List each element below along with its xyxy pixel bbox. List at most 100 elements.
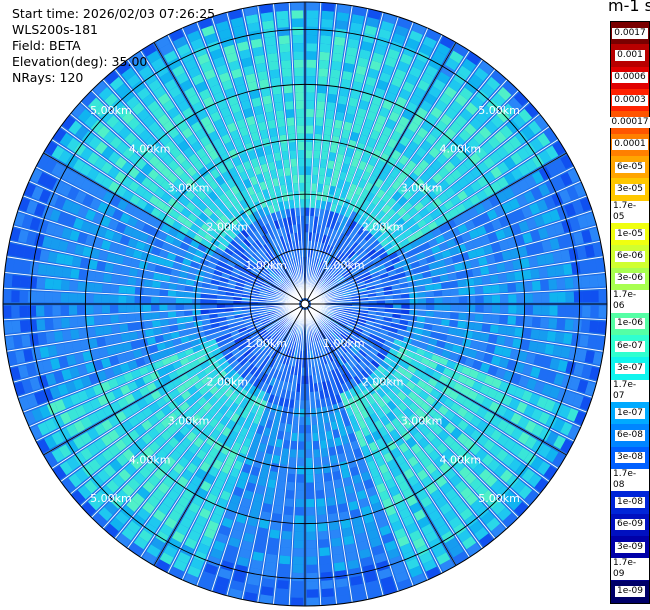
ray-gate-cell	[213, 197, 223, 208]
ray-gate-cell	[402, 264, 413, 271]
ray-gate-cell	[318, 233, 324, 243]
ray-gate-cell	[310, 400, 316, 409]
ray-gate-cell	[335, 20, 348, 30]
ray-gate-cell	[428, 509, 442, 522]
ray-gate-cell	[426, 190, 437, 202]
ray-gate-cell	[245, 402, 254, 412]
ray-gate-cell	[493, 130, 507, 144]
ray-gate-cell	[370, 467, 380, 479]
ray-gate-cell	[340, 318, 349, 323]
ray-gate-cell	[278, 35, 290, 45]
ray-gate-cell	[310, 207, 315, 217]
ray-gate-cell	[323, 286, 331, 292]
ray-gate-cell	[345, 218, 353, 228]
ray-gate-cell	[165, 381, 176, 392]
ray-gate-cell	[150, 141, 163, 154]
ray-gate-cell	[361, 505, 372, 516]
ray-gate-cell	[215, 422, 225, 433]
ray-gate-cell	[317, 514, 327, 524]
ray-gate-cell	[435, 475, 448, 488]
ray-gate-cell	[245, 14, 259, 25]
ray-gate-cell	[331, 284, 340, 290]
ray-gate-cell	[332, 195, 340, 205]
ray-gate-cell	[421, 475, 434, 488]
ray-gate-cell	[114, 171, 127, 184]
ray-gate-cell	[376, 210, 386, 220]
ray-gate-cell	[458, 304, 468, 312]
ray-gate-cell	[328, 513, 339, 523]
ray-gate-cell	[531, 170, 544, 185]
ray-gate-cell	[321, 588, 334, 598]
ray-gate-cell	[322, 464, 331, 474]
ray-gate-cell	[196, 269, 206, 277]
ray-gate-cell	[218, 28, 232, 40]
ray-gate-cell	[217, 357, 227, 365]
ray-gate-cell	[348, 397, 356, 407]
ray-gate-cell	[100, 485, 114, 499]
ray-gate-cell	[351, 193, 360, 204]
ray-gate-cell	[160, 166, 172, 179]
ray-gate-cell	[182, 342, 192, 350]
ray-gate-cell	[467, 207, 479, 219]
ray-gate-cell	[283, 514, 293, 524]
ray-gate-cell	[273, 333, 281, 341]
ray-gate-cell	[39, 189, 51, 203]
ray-gate-cell	[427, 220, 438, 231]
ray-gate-cell	[502, 103, 516, 118]
ray-gate-cell	[438, 417, 450, 429]
ray-gate-cell	[106, 345, 117, 356]
ray-gate-cell	[321, 318, 329, 325]
ray-gate-cell	[219, 325, 229, 331]
ray-gate-cell	[397, 207, 407, 217]
ray-gate-cell	[262, 254, 270, 263]
ray-gate-cell	[391, 76, 404, 88]
ray-gate-cell	[241, 294, 251, 298]
ray-gate-cell	[461, 232, 472, 242]
ray-gate-cell	[190, 240, 200, 249]
ray-gate-cell	[447, 141, 460, 154]
ray-gate-cell	[44, 452, 58, 467]
ray-gate-cell	[436, 43, 451, 56]
ray-gate-cell	[148, 155, 161, 167]
ray-gate-cell	[327, 228, 334, 237]
ray-gate-cell	[397, 412, 408, 424]
ray-gate-cell	[153, 327, 163, 336]
ray-gate-cell	[124, 463, 137, 476]
ray-gate-cell	[185, 190, 196, 201]
ray-gate-cell	[443, 397, 455, 409]
ray-gate-cell	[367, 395, 376, 406]
ray-gate-cell	[336, 263, 344, 271]
ray-gate-cell	[324, 372, 330, 382]
ray-gate-cell	[339, 87, 350, 97]
ray-gate-cell	[369, 333, 378, 340]
ray-gate-cell	[280, 414, 287, 424]
ray-gate-cell	[475, 111, 489, 125]
ray-gate-cell	[343, 271, 352, 279]
ray-gate-cell	[208, 130, 220, 142]
ray-gate-cell	[215, 380, 225, 390]
ray-gate-cell	[415, 279, 425, 286]
ray-gate-cell	[214, 352, 224, 361]
ray-gate-cell	[318, 60, 330, 69]
ray-gate-cell	[383, 452, 394, 463]
ray-gate-cell	[574, 411, 587, 426]
ray-gate-cell	[122, 342, 133, 352]
ray-gate-cell	[335, 111, 345, 121]
ray-gate-cell	[433, 455, 446, 468]
ray-gate-cell	[360, 333, 369, 340]
ray-gate-cell	[257, 227, 265, 237]
ray-gate-cell	[487, 365, 498, 376]
ray-gate-cell	[383, 357, 393, 365]
ray-gate-cell	[277, 314, 286, 320]
ray-gate-cell	[533, 242, 544, 254]
ray-gate-cell	[357, 57, 369, 68]
ray-gate-cell	[306, 59, 317, 68]
ray-gate-cell	[94, 453, 108, 467]
ray-gate-cell	[330, 69, 341, 79]
ray-gate-cell	[234, 289, 243, 294]
ray-gate-cell	[490, 479, 504, 494]
ray-gate-cell	[175, 298, 184, 304]
ray-gate-cell	[339, 511, 350, 521]
ray-gate-cell	[347, 323, 356, 329]
ray-gate-cell	[310, 391, 315, 401]
